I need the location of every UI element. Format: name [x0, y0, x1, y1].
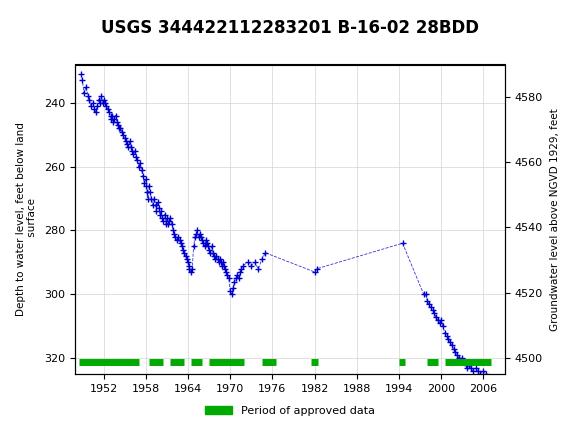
Y-axis label: Depth to water level, feet below land
 surface: Depth to water level, feet below land su… — [16, 123, 38, 316]
Y-axis label: Groundwater level above NGVD 1929, feet: Groundwater level above NGVD 1929, feet — [549, 108, 560, 331]
Text: ≡USGS: ≡USGS — [6, 12, 64, 31]
Legend: Period of approved data: Period of approved data — [200, 401, 380, 420]
Text: USGS 344422112283201 B-16-02 28BDD: USGS 344422112283201 B-16-02 28BDD — [101, 19, 479, 37]
